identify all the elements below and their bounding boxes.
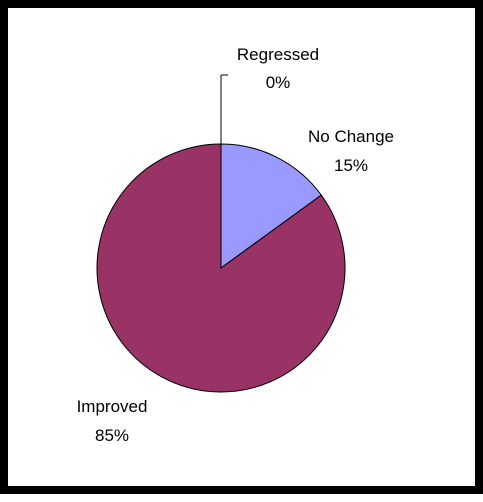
value-label-no-change: 15% (334, 156, 368, 175)
slice-no-change (220, 143, 323, 269)
label-no-change: No Change (308, 127, 394, 146)
pie-slices (96, 143, 346, 393)
slice-improved (96, 143, 346, 393)
value-label-regressed: 0% (266, 73, 291, 92)
label-improved: Improved (77, 397, 148, 416)
value-label-improved: 85% (95, 426, 129, 445)
pie-chart: Regressed 0% No Change 15% Improved 85% (77, 45, 394, 445)
label-regressed: Regressed (237, 45, 319, 64)
